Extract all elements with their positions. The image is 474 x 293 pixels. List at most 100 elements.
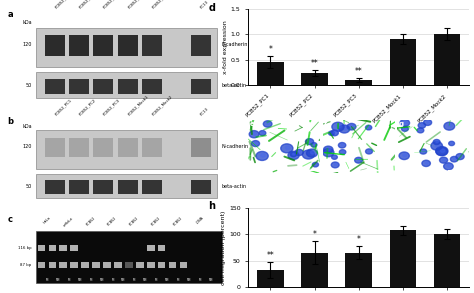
Bar: [390, 230, 416, 287]
Circle shape: [355, 157, 363, 163]
Circle shape: [403, 121, 408, 124]
Bar: [45, 79, 65, 94]
Circle shape: [332, 122, 344, 131]
Text: mHeLa: mHeLa: [63, 216, 74, 227]
Text: PCB52: PCB52: [173, 216, 183, 227]
Circle shape: [341, 144, 344, 146]
Text: PCB52: PCB52: [129, 216, 140, 227]
Text: h: h: [209, 201, 215, 211]
Bar: [93, 35, 113, 56]
Text: PCB52_PC1: PCB52_PC1: [54, 98, 72, 117]
Circle shape: [334, 156, 336, 158]
Circle shape: [330, 130, 338, 136]
Circle shape: [313, 144, 316, 145]
Bar: [346, 80, 372, 85]
Circle shape: [309, 140, 312, 142]
Bar: [158, 245, 165, 251]
Circle shape: [292, 153, 295, 155]
Circle shape: [403, 154, 407, 157]
Circle shape: [368, 150, 371, 152]
Circle shape: [459, 155, 462, 157]
Bar: [93, 180, 113, 194]
Text: M: M: [111, 278, 114, 282]
Bar: [142, 35, 162, 56]
Bar: [434, 234, 460, 287]
Circle shape: [253, 132, 257, 135]
Circle shape: [431, 142, 443, 150]
Bar: [125, 263, 133, 268]
Circle shape: [295, 149, 303, 156]
Bar: [82, 263, 89, 268]
Text: NM: NM: [121, 278, 126, 282]
Bar: [71, 245, 78, 251]
Bar: [69, 138, 89, 157]
Text: -DNA: -DNA: [195, 216, 204, 225]
Text: PCB52: PCB52: [107, 216, 118, 227]
Text: 50: 50: [25, 83, 32, 88]
Circle shape: [285, 146, 290, 149]
Circle shape: [436, 146, 448, 156]
Circle shape: [421, 124, 424, 126]
Text: M: M: [177, 278, 179, 282]
Bar: [158, 263, 165, 268]
Bar: [36, 231, 222, 284]
Bar: [71, 263, 78, 268]
Text: 87 bp: 87 bp: [20, 263, 32, 267]
Circle shape: [251, 141, 260, 146]
Text: *: *: [312, 230, 317, 239]
Circle shape: [337, 124, 341, 128]
Text: PCB52: PCB52: [151, 216, 162, 227]
Circle shape: [323, 149, 334, 157]
Bar: [257, 270, 283, 287]
Circle shape: [451, 142, 453, 144]
Circle shape: [327, 148, 331, 151]
Circle shape: [444, 122, 455, 130]
Bar: [69, 35, 89, 56]
Bar: [93, 79, 113, 94]
Bar: [45, 35, 65, 56]
Circle shape: [331, 162, 339, 168]
Text: **: **: [355, 67, 363, 76]
Bar: [136, 263, 144, 268]
Y-axis label: cell migration (percent): cell migration (percent): [221, 210, 226, 285]
Text: kDa: kDa: [22, 21, 32, 25]
Bar: [118, 35, 137, 56]
Text: beta-actin: beta-actin: [222, 83, 246, 88]
Bar: [142, 79, 162, 94]
Text: HeLa: HeLa: [42, 216, 52, 225]
Circle shape: [443, 159, 446, 161]
Bar: [45, 138, 65, 157]
Circle shape: [350, 125, 354, 127]
Bar: [60, 263, 67, 268]
Bar: [180, 263, 187, 268]
Text: 120: 120: [22, 42, 32, 47]
Circle shape: [305, 139, 314, 145]
Circle shape: [302, 150, 314, 159]
Bar: [118, 138, 137, 157]
Circle shape: [262, 132, 264, 134]
Circle shape: [347, 123, 356, 130]
Bar: [103, 263, 111, 268]
Circle shape: [327, 150, 331, 154]
Bar: [69, 79, 89, 94]
Circle shape: [328, 131, 335, 135]
Circle shape: [339, 150, 346, 154]
Circle shape: [400, 120, 410, 127]
Text: M: M: [90, 278, 92, 282]
Circle shape: [440, 149, 445, 152]
Bar: [37, 245, 46, 251]
Circle shape: [435, 144, 440, 147]
Circle shape: [427, 121, 430, 123]
Circle shape: [264, 121, 272, 127]
Circle shape: [433, 139, 440, 144]
Circle shape: [281, 144, 293, 153]
Text: NM: NM: [165, 278, 169, 282]
Bar: [301, 73, 328, 85]
Text: NM: NM: [209, 278, 213, 282]
Text: 120: 120: [22, 144, 32, 149]
Text: PCB52_PC2: PCB52_PC2: [78, 0, 97, 10]
Circle shape: [343, 127, 347, 130]
Text: NM: NM: [78, 278, 82, 282]
Circle shape: [401, 126, 408, 131]
Bar: [45, 180, 65, 194]
